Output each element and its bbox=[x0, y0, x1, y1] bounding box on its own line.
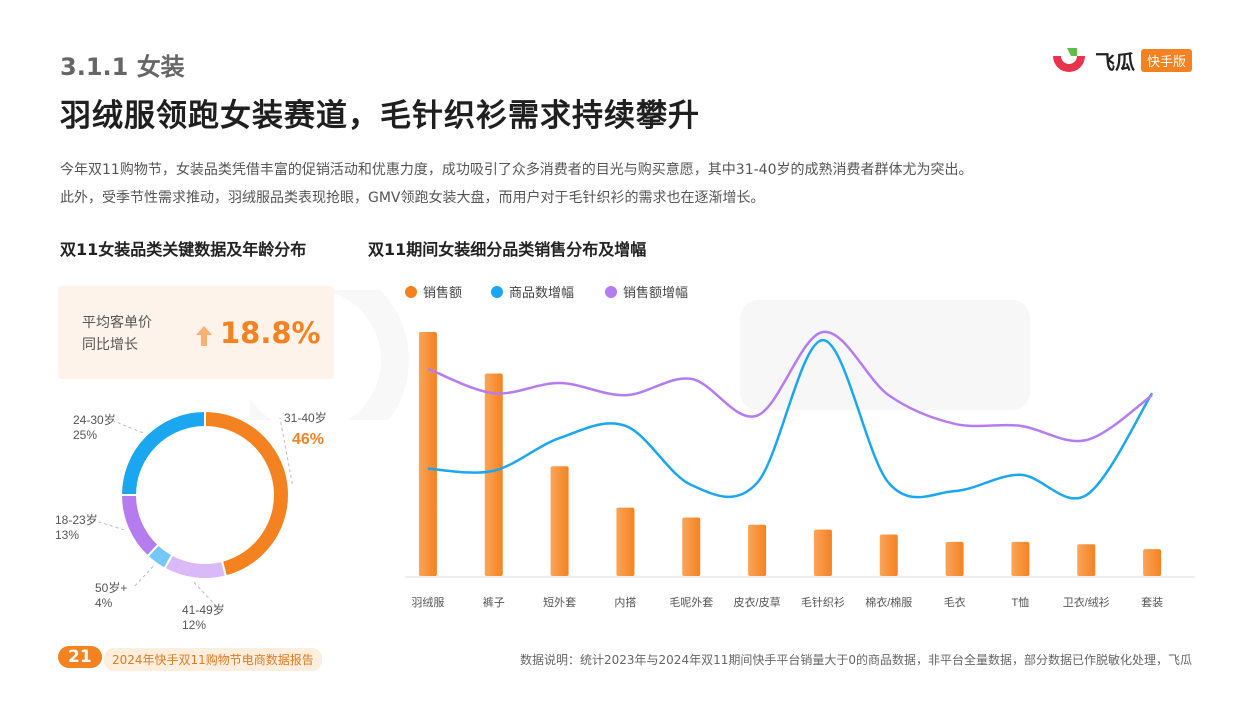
bar-sales bbox=[1143, 549, 1162, 576]
description-line-2: 此外，受季节性需求推动，羽绒服品类表现抢眼，GMV领跑女装大盘，而用户对于毛针织… bbox=[60, 190, 765, 206]
logo-name: 飞瓜 bbox=[1094, 49, 1135, 74]
x-tick-label: T恤 bbox=[1012, 596, 1030, 609]
right-subtitle: 双11期间女装细分品类销售分布及增幅 bbox=[368, 240, 647, 259]
x-tick-label: 皮衣/皮草 bbox=[734, 595, 781, 609]
bar-sales bbox=[945, 541, 964, 576]
x-tick-label: 裤子 bbox=[483, 595, 505, 609]
donut-slice bbox=[119, 494, 160, 558]
donut-slice-value: 4% bbox=[95, 596, 113, 610]
arrow-up-icon bbox=[196, 326, 212, 346]
donut-slice-label: 50岁+ bbox=[95, 580, 127, 595]
bar-sales bbox=[418, 332, 437, 576]
x-tick-label: 套装 bbox=[1141, 596, 1163, 609]
kpi-label: 平均客单价 同比增长 bbox=[82, 312, 172, 356]
donut-slice bbox=[163, 553, 228, 580]
x-tick-label: 内搭 bbox=[614, 595, 636, 609]
bar-sales bbox=[616, 507, 635, 576]
donut-slice bbox=[204, 409, 290, 578]
donut-slice-label: 24-30岁 bbox=[73, 412, 116, 427]
legend-marker bbox=[405, 286, 417, 298]
kpi-label-line-1: 平均客单价 bbox=[82, 315, 152, 331]
x-tick-label: 毛衣 bbox=[944, 595, 966, 609]
donut-slice-label: 18-23岁 bbox=[55, 512, 98, 527]
legend-label: 销售额增幅 bbox=[623, 285, 688, 300]
left-subtitle: 双11女装品类关键数据及年龄分布 bbox=[60, 240, 307, 259]
legend-marker bbox=[491, 286, 503, 298]
donut-slice-value: 13% bbox=[55, 528, 79, 542]
watermark-logo bbox=[250, 290, 1030, 420]
page-number: 21 bbox=[58, 646, 102, 668]
bar-sales bbox=[748, 524, 767, 576]
bar-sales bbox=[879, 534, 898, 576]
donut-slice-label: 31-40岁 bbox=[284, 410, 327, 425]
x-tick-label: 毛针织衫 bbox=[801, 595, 845, 609]
bar-sales bbox=[682, 517, 701, 576]
donut-slice-value: 46% bbox=[292, 431, 324, 448]
x-tick-label: 短外套 bbox=[543, 595, 576, 609]
x-tick-label: 毛呢外套 bbox=[669, 596, 713, 609]
bar-sales bbox=[1077, 544, 1096, 576]
donut-slice-value: 25% bbox=[73, 428, 97, 442]
donut-leader-line bbox=[132, 565, 154, 589]
x-tick-label: 羽绒服 bbox=[411, 596, 444, 609]
donut-leader-line bbox=[193, 581, 221, 611]
line-item-count-growth bbox=[427, 338, 1154, 500]
x-tick-label: 卫衣/绒衫 bbox=[1063, 595, 1110, 609]
kpi-label-line-2: 同比增长 bbox=[82, 337, 138, 353]
section-title: 3.1.1 女装 bbox=[60, 53, 185, 81]
data-note: 数据说明：统计2023年与2024年双11期间快手平台销量大于0的商品数据，非平… bbox=[520, 653, 1192, 667]
logo-tag: 快手版 bbox=[1140, 48, 1192, 72]
report-title: 2024年快手双11购物节电商数据报告 bbox=[104, 648, 322, 671]
description-line-1: 今年双11购物节，女装品类凭借丰富的促销活动和优惠力度，成功吸引了众多消费者的目… bbox=[60, 162, 973, 178]
description: 今年双11购物节，女装品类凭借丰富的促销活动和优惠力度，成功吸引了众多消费者的目… bbox=[60, 156, 1200, 212]
melon-icon bbox=[1052, 48, 1085, 72]
bar-sales bbox=[550, 466, 569, 576]
donut-slice bbox=[119, 409, 206, 496]
legend-label: 商品数增幅 bbox=[509, 285, 574, 300]
donut-leader-line bbox=[110, 419, 143, 434]
donut-leader-line bbox=[279, 417, 293, 485]
line-sales-growth bbox=[427, 330, 1153, 443]
legend-marker bbox=[605, 286, 617, 298]
kpi-card bbox=[58, 286, 334, 379]
page-title: 羽绒服领跑女装赛道，毛针织衫需求持续攀升 bbox=[60, 98, 700, 134]
kpi-value: 18.8% bbox=[220, 316, 321, 350]
legend-label: 销售额 bbox=[423, 285, 462, 300]
bar-sales bbox=[484, 373, 503, 576]
bar-sales bbox=[1011, 541, 1030, 576]
bar-sales bbox=[813, 529, 832, 576]
x-tick-label: 棉衣/棉服 bbox=[865, 595, 912, 609]
donut-slice-value: 12% bbox=[182, 618, 206, 632]
donut-slice-label: 41-49岁 bbox=[182, 602, 225, 617]
brand-logo: 飞瓜 快手版 bbox=[1049, 44, 1192, 76]
